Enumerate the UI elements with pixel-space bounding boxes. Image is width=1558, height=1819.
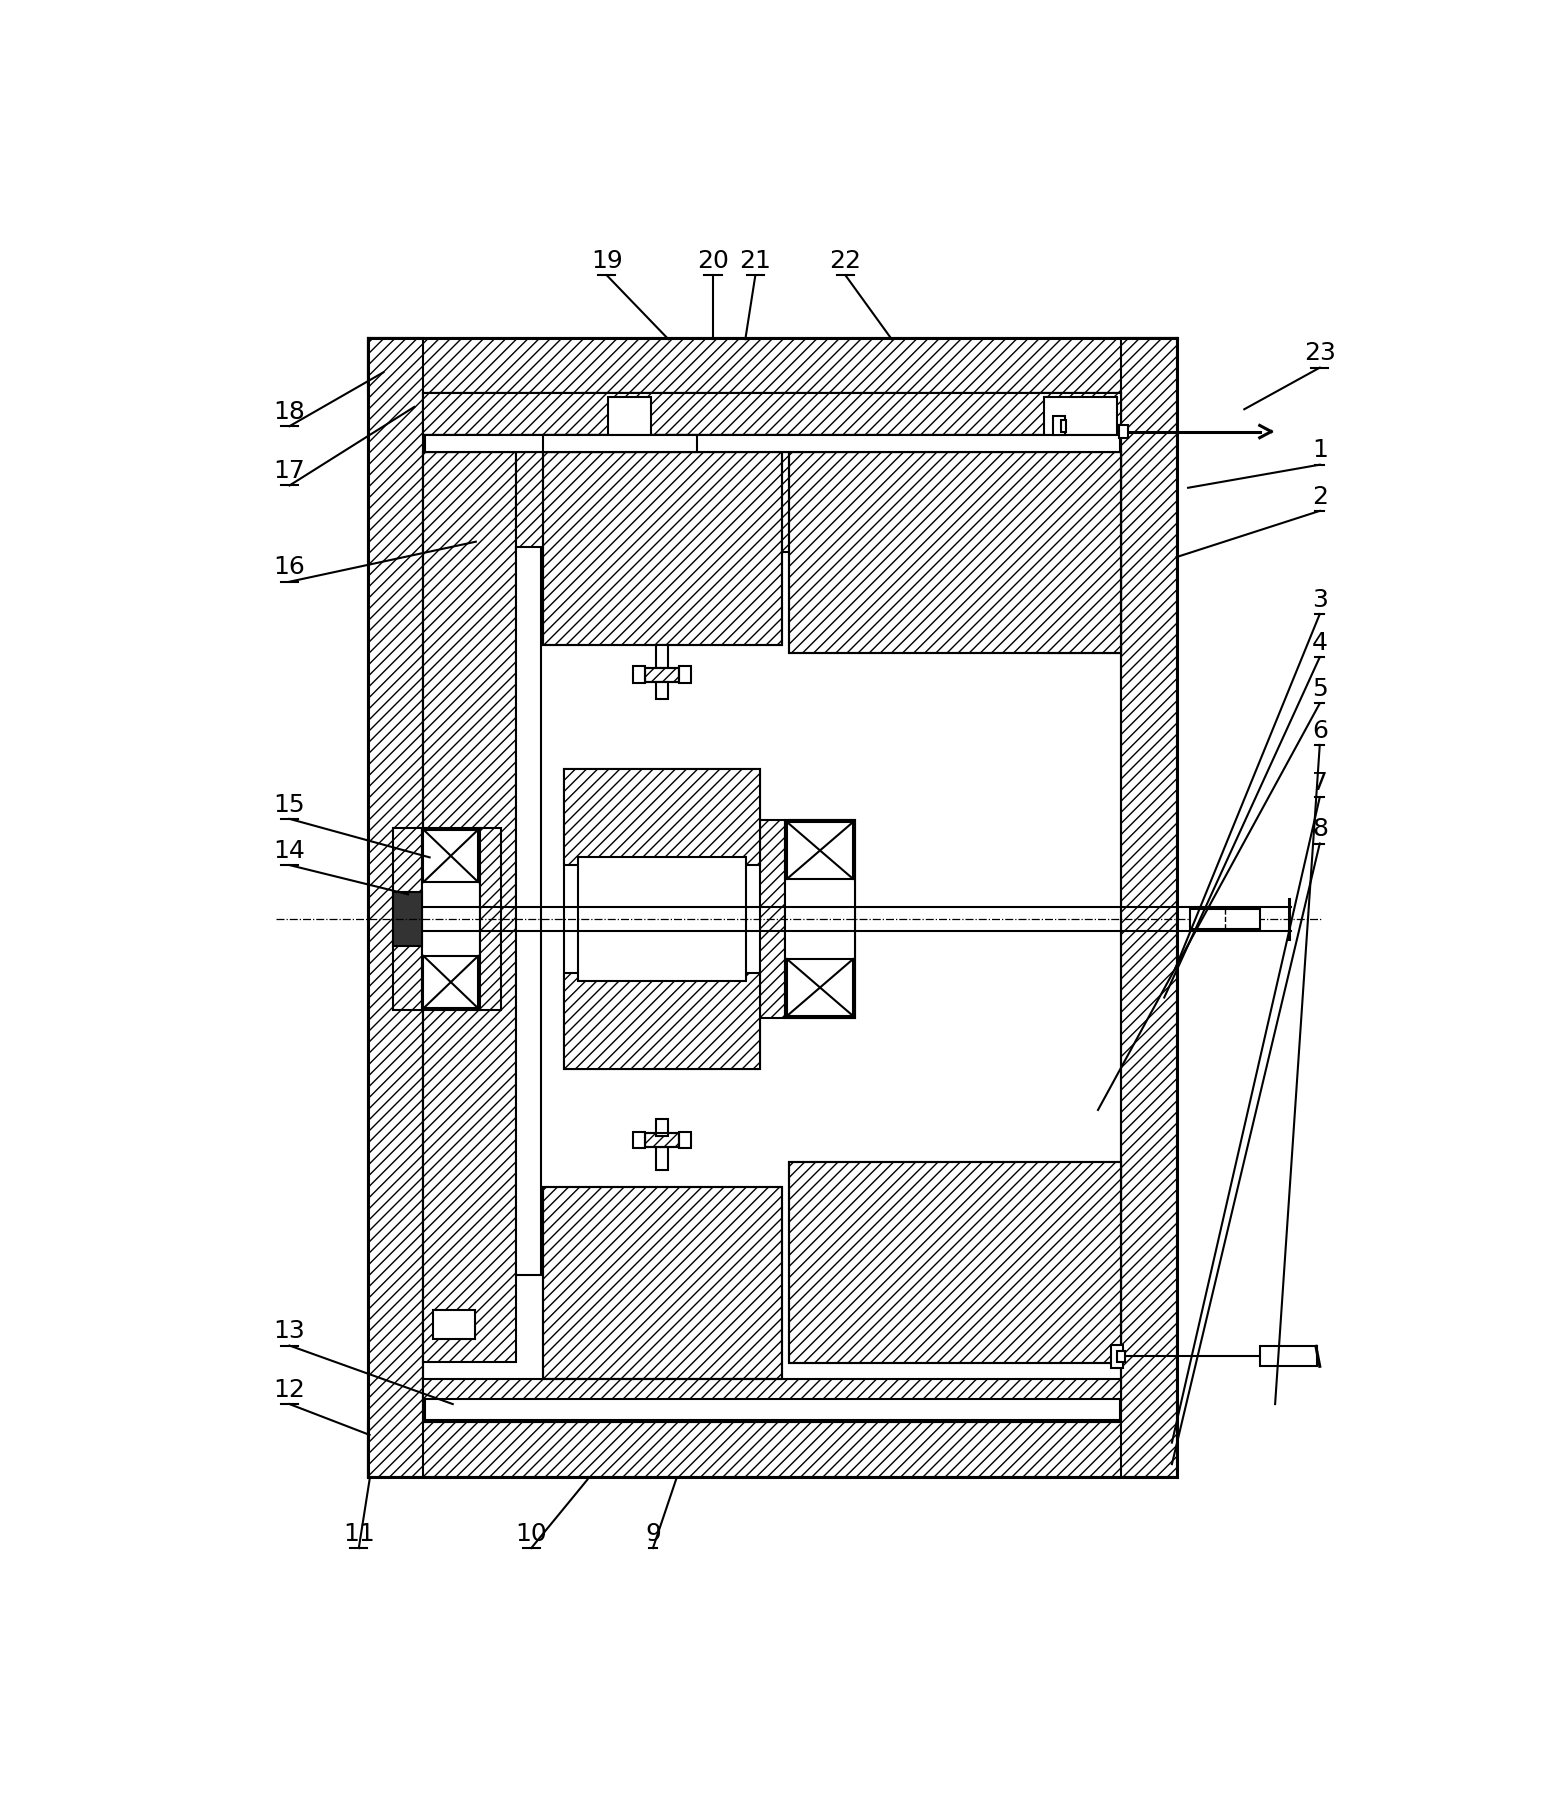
Bar bbox=[425, 435, 1120, 453]
Bar bbox=[1117, 1352, 1125, 1362]
Bar bbox=[679, 1131, 692, 1148]
Bar bbox=[787, 822, 854, 879]
Bar bbox=[1044, 397, 1117, 435]
Bar bbox=[790, 1162, 1122, 1362]
Bar bbox=[633, 666, 645, 684]
Bar bbox=[633, 1131, 645, 1148]
Bar bbox=[433, 1310, 475, 1339]
Text: 3: 3 bbox=[1312, 588, 1327, 611]
Text: 15: 15 bbox=[274, 793, 305, 817]
Bar bbox=[393, 891, 422, 946]
Bar bbox=[424, 453, 516, 1362]
Bar bbox=[424, 1379, 1122, 1401]
Bar bbox=[656, 1148, 668, 1170]
Bar bbox=[645, 668, 679, 682]
Text: 14: 14 bbox=[274, 839, 305, 862]
Text: 18: 18 bbox=[274, 400, 305, 424]
Bar bbox=[787, 959, 854, 1017]
Text: 16: 16 bbox=[274, 555, 305, 580]
Bar bbox=[1122, 338, 1176, 1477]
Bar bbox=[645, 1133, 679, 1148]
Bar bbox=[1111, 1344, 1123, 1368]
Bar bbox=[578, 857, 746, 980]
Bar bbox=[645, 1133, 679, 1148]
Text: 20: 20 bbox=[696, 249, 729, 273]
Bar bbox=[679, 666, 692, 684]
Bar bbox=[480, 828, 502, 1010]
Text: 5: 5 bbox=[1312, 677, 1327, 700]
Text: 12: 12 bbox=[274, 1377, 305, 1402]
Bar bbox=[790, 453, 1122, 653]
Bar bbox=[516, 548, 541, 1275]
Bar bbox=[656, 1119, 668, 1137]
Text: 17: 17 bbox=[274, 458, 305, 484]
Text: 6: 6 bbox=[1312, 719, 1327, 742]
Bar bbox=[790, 453, 1122, 653]
Text: 1: 1 bbox=[1312, 438, 1327, 462]
Bar bbox=[564, 769, 760, 1070]
Bar bbox=[790, 820, 855, 1017]
Bar bbox=[1119, 426, 1128, 438]
Text: 2: 2 bbox=[1312, 484, 1327, 509]
Bar bbox=[790, 1162, 1122, 1362]
Bar bbox=[542, 453, 782, 646]
Bar bbox=[422, 828, 480, 1010]
Bar bbox=[608, 397, 651, 435]
Bar bbox=[542, 1188, 782, 1379]
Bar bbox=[751, 820, 785, 1017]
Bar bbox=[542, 435, 696, 453]
Bar bbox=[516, 453, 1036, 553]
Bar bbox=[564, 769, 760, 866]
Text: 19: 19 bbox=[590, 249, 623, 273]
Text: 22: 22 bbox=[829, 249, 862, 273]
Bar bbox=[542, 453, 782, 646]
Bar bbox=[785, 820, 855, 1017]
Text: 10: 10 bbox=[516, 1523, 547, 1546]
Bar bbox=[424, 957, 478, 1008]
Bar bbox=[645, 668, 679, 682]
Text: 13: 13 bbox=[274, 1319, 305, 1342]
Bar bbox=[656, 646, 668, 668]
Text: 21: 21 bbox=[740, 249, 771, 273]
Bar bbox=[425, 1399, 1120, 1421]
Text: 7: 7 bbox=[1312, 771, 1327, 795]
Text: 9: 9 bbox=[645, 1523, 661, 1546]
Bar bbox=[368, 338, 424, 1477]
Text: 8: 8 bbox=[1312, 817, 1327, 840]
Bar bbox=[424, 393, 1122, 435]
Bar bbox=[424, 829, 478, 882]
Bar bbox=[425, 435, 1120, 453]
Bar bbox=[1053, 417, 1066, 435]
Text: 23: 23 bbox=[1304, 342, 1335, 366]
Bar bbox=[564, 973, 760, 1070]
Bar bbox=[368, 338, 1176, 393]
Bar bbox=[393, 828, 422, 1010]
Text: 4: 4 bbox=[1312, 631, 1327, 655]
Bar bbox=[1190, 910, 1260, 930]
Bar bbox=[1044, 453, 1122, 653]
Bar bbox=[656, 682, 668, 698]
Bar bbox=[368, 1422, 1176, 1477]
Text: 11: 11 bbox=[343, 1523, 374, 1546]
Bar bbox=[1061, 420, 1066, 431]
Bar bbox=[1260, 1346, 1318, 1366]
Bar bbox=[542, 1188, 782, 1379]
